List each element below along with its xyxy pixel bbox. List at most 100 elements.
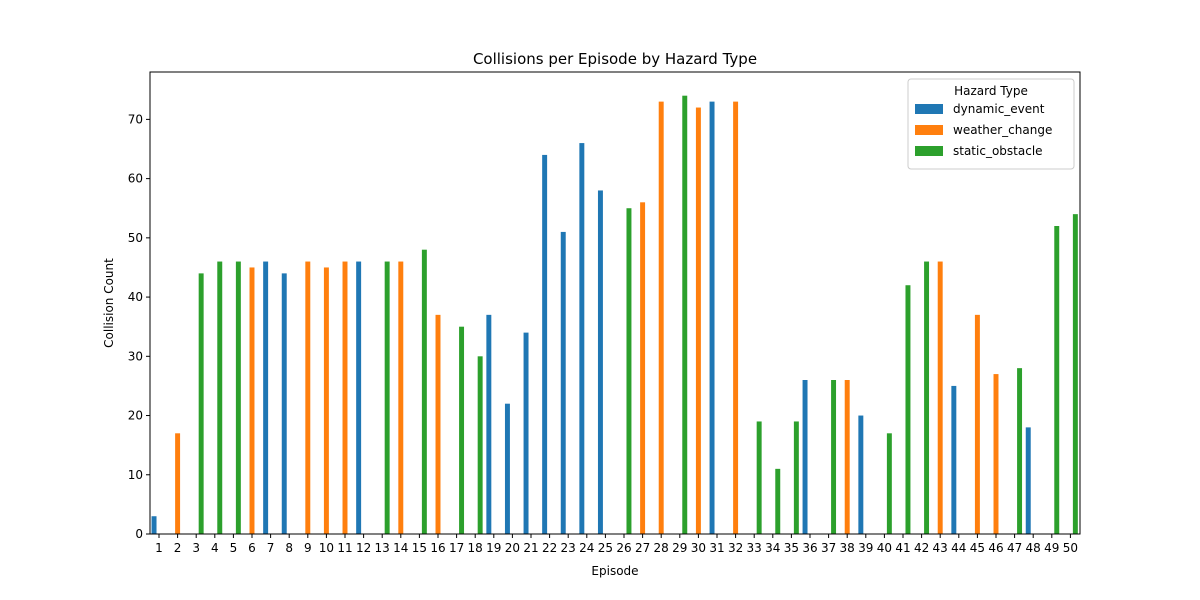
y-tick-label: 60 bbox=[128, 172, 143, 186]
x-tick-label: 4 bbox=[211, 541, 219, 555]
x-tick-label: 34 bbox=[765, 541, 780, 555]
bar-dynamic_event-episode-1 bbox=[151, 516, 157, 534]
y-tick-label: 10 bbox=[128, 468, 143, 482]
x-tick-label: 50 bbox=[1063, 541, 1078, 555]
x-tick-label: 32 bbox=[728, 541, 743, 555]
bar-static_obstacle-episode-13 bbox=[384, 261, 390, 534]
x-tick-label: 47 bbox=[1007, 541, 1022, 555]
x-tick-label: 13 bbox=[375, 541, 390, 555]
bar-weather_change-episode-46 bbox=[993, 374, 999, 534]
bar-dynamic_event-episode-22 bbox=[542, 154, 548, 535]
x-tick-label: 48 bbox=[1026, 541, 1041, 555]
x-tick-label: 5 bbox=[230, 541, 238, 555]
x-tick-label: 41 bbox=[895, 541, 910, 555]
bar-weather_change-episode-32 bbox=[733, 101, 739, 535]
x-tick-label: 43 bbox=[933, 541, 948, 555]
x-tick-label: 36 bbox=[802, 541, 817, 555]
bar-static_obstacle-episode-3 bbox=[198, 273, 204, 534]
legend-swatch-weather_change bbox=[915, 125, 943, 135]
y-tick-label: 50 bbox=[128, 231, 143, 245]
x-tick-label: 10 bbox=[319, 541, 334, 555]
bar-dynamic_event-episode-24 bbox=[579, 143, 585, 534]
bar-weather_change-episode-6 bbox=[249, 267, 255, 534]
bar-weather_change-episode-38 bbox=[844, 380, 850, 534]
bar-dynamic_event-episode-39 bbox=[858, 415, 864, 534]
bar-static_obstacle-episode-33 bbox=[756, 421, 762, 534]
plot-frame bbox=[149, 71, 1081, 535]
x-tick-label: 2 bbox=[174, 541, 182, 555]
x-tick-label: 6 bbox=[248, 541, 256, 555]
y-axis-label: Collision Count bbox=[102, 258, 116, 348]
bar-dynamic_event-episode-31 bbox=[709, 101, 715, 535]
x-tick-label: 33 bbox=[747, 541, 762, 555]
x-tick-label: 17 bbox=[449, 541, 464, 555]
x-tick-label: 31 bbox=[709, 541, 724, 555]
x-tick-label: 18 bbox=[468, 541, 483, 555]
x-tick-label: 8 bbox=[285, 541, 293, 555]
y-tick-label: 30 bbox=[128, 349, 143, 363]
legend-label-static_obstacle: static_obstacle bbox=[953, 144, 1043, 158]
bar-dynamic_event-episode-36 bbox=[802, 380, 808, 534]
bar-static_obstacle-episode-29 bbox=[682, 95, 688, 534]
bar-weather_change-episode-30 bbox=[695, 107, 701, 534]
bar-static_obstacle-episode-17 bbox=[459, 326, 465, 534]
x-tick-label: 24 bbox=[579, 541, 594, 555]
x-tick-label: 3 bbox=[192, 541, 200, 555]
x-tick-label: 46 bbox=[988, 541, 1003, 555]
bars-group bbox=[151, 95, 1078, 535]
legend-swatch-static_obstacle bbox=[915, 146, 943, 156]
x-tick-label: 12 bbox=[356, 541, 371, 555]
x-tick-label: 22 bbox=[542, 541, 557, 555]
x-tick-label: 26 bbox=[616, 541, 631, 555]
x-tick-label: 1 bbox=[155, 541, 163, 555]
bar-static_obstacle-episode-37 bbox=[831, 380, 837, 534]
bar-dynamic_event-episode-44 bbox=[951, 385, 957, 534]
legend-box bbox=[907, 78, 1075, 170]
bar-static_obstacle-episode-34 bbox=[775, 468, 781, 534]
x-tick-label: 19 bbox=[486, 541, 501, 555]
x-tick-label: 49 bbox=[1044, 541, 1059, 555]
legend-label-dynamic_event: dynamic_event bbox=[953, 102, 1045, 116]
bar-static_obstacle-episode-42 bbox=[924, 261, 930, 534]
bar-weather_change-episode-16 bbox=[435, 314, 441, 534]
bar-weather_change-episode-14 bbox=[398, 261, 404, 534]
x-tick-label: 20 bbox=[505, 541, 520, 555]
x-axis-label: Episode bbox=[591, 564, 638, 578]
x-tick-label: 9 bbox=[304, 541, 312, 555]
y-tick-label: 0 bbox=[135, 527, 143, 541]
bar-dynamic_event-episode-21 bbox=[523, 332, 529, 534]
bar-weather_change-episode-11 bbox=[342, 261, 348, 534]
y-axis: 0 10 20 30 40 50 60 70 bbox=[128, 112, 150, 541]
bar-static_obstacle-episode-18 bbox=[477, 356, 483, 534]
x-tick-label: 16 bbox=[430, 541, 445, 555]
bar-dynamic_event-episode-19 bbox=[486, 314, 492, 534]
x-tick-label: 30 bbox=[691, 541, 706, 555]
bar-weather_change-episode-28 bbox=[658, 101, 664, 535]
x-tick-label: 38 bbox=[840, 541, 855, 555]
x-tick-label: 27 bbox=[635, 541, 650, 555]
x-tick-label: 40 bbox=[877, 541, 892, 555]
x-tick-label: 45 bbox=[970, 541, 985, 555]
chart-title: Collisions per Episode by Hazard Type bbox=[473, 50, 757, 68]
x-tick-label: 7 bbox=[267, 541, 275, 555]
y-tick-label: 70 bbox=[128, 112, 143, 126]
x-tick-label: 29 bbox=[672, 541, 687, 555]
bar-static_obstacle-episode-15 bbox=[421, 249, 427, 534]
x-tick-label: 23 bbox=[561, 541, 576, 555]
legend-label-weather_change: weather_change bbox=[953, 123, 1052, 137]
bar-dynamic_event-episode-48 bbox=[1025, 427, 1031, 534]
bar-static_obstacle-episode-41 bbox=[905, 285, 911, 534]
x-tick-label: 28 bbox=[654, 541, 669, 555]
bar-dynamic_event-episode-25 bbox=[597, 190, 603, 534]
bar-dynamic_event-episode-20 bbox=[504, 403, 510, 534]
bar-dynamic_event-episode-8 bbox=[281, 273, 287, 534]
x-tick-label: 37 bbox=[821, 541, 836, 555]
x-tick-label: 14 bbox=[393, 541, 408, 555]
bar-static_obstacle-episode-49 bbox=[1054, 226, 1060, 534]
bar-static_obstacle-episode-40 bbox=[886, 433, 892, 534]
x-tick-label: 11 bbox=[337, 541, 352, 555]
bar-dynamic_event-episode-12 bbox=[356, 261, 362, 534]
legend-title: Hazard Type bbox=[954, 84, 1028, 98]
legend: Hazard Type dynamic_event weather_changes… bbox=[907, 78, 1075, 170]
